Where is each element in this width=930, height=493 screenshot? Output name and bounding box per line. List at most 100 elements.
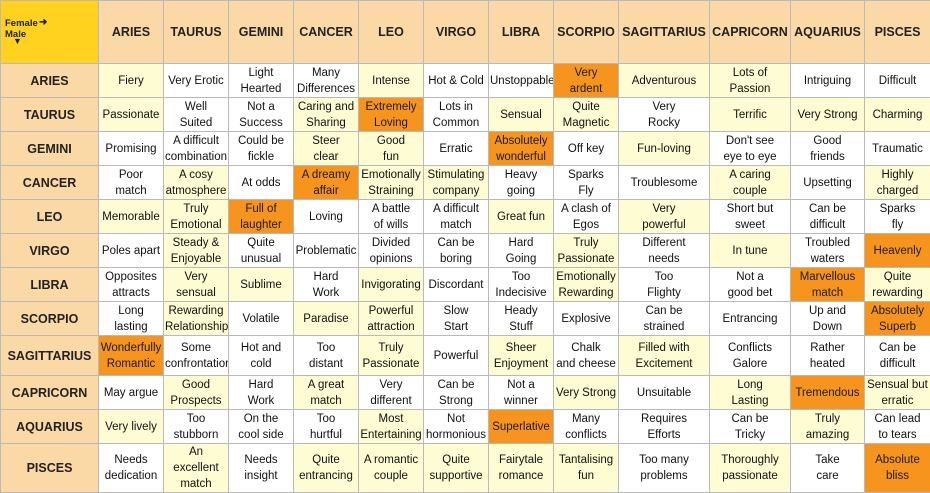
table-cell: Steer clear: [294, 132, 359, 166]
table-cell: Good fun: [359, 132, 424, 166]
table-cell: Charming: [865, 98, 930, 132]
row-header-cancer: CANCER: [1, 166, 99, 200]
table-cell: Absolutely wonderful: [489, 132, 554, 166]
col-header-scorpio: SCORPIO: [554, 1, 619, 64]
col-header-cancer: CANCER: [294, 1, 359, 64]
table-cell: Unstoppable: [489, 64, 554, 98]
col-header-gemini: GEMINI: [229, 1, 294, 64]
table-cell: Volatile: [229, 302, 294, 336]
row-header-aquarius: AQUARIUS: [1, 410, 99, 444]
table-cell: Too Flighty: [619, 268, 710, 302]
table-cell: Can lead to tears: [865, 410, 930, 444]
table-cell: Heavenly: [865, 234, 930, 268]
table-cell: Good Prospects: [164, 376, 229, 410]
table-cell: A dreamy affair: [294, 166, 359, 200]
table-cell: In tune: [710, 234, 791, 268]
table-cell: Too distant: [294, 336, 359, 376]
table-cell: Sensual: [489, 98, 554, 132]
col-header-pisces: PISCES: [865, 1, 930, 64]
table-cell: Quite unusual: [229, 234, 294, 268]
table-cell: Full of laughter: [229, 200, 294, 234]
table-cell: A clash of Egos: [554, 200, 619, 234]
table-cell: A caring couple: [710, 166, 791, 200]
table-cell: Different needs: [619, 234, 710, 268]
table-cell: Can be Strong: [424, 376, 489, 410]
table-cell: Promising: [99, 132, 164, 166]
row-header-capricorn: CAPRICORN: [1, 376, 99, 410]
corner-legend: Female ➜ Male ▼: [1, 1, 99, 64]
table-cell: Can be boring: [424, 234, 489, 268]
table-cell: Most Entertaining: [359, 410, 424, 444]
female-label: Female: [5, 19, 38, 29]
col-header-aquarius: AQUARIUS: [791, 1, 865, 64]
table-cell: Powerful attraction: [359, 302, 424, 336]
table-cell: Not hormonious: [424, 410, 489, 444]
table-cell: Explosive: [554, 302, 619, 336]
table-cell: Very powerful: [619, 200, 710, 234]
arrow-down-icon: ▼: [13, 37, 22, 46]
table-cell: A battle of wills: [359, 200, 424, 234]
table-cell: At odds: [229, 166, 294, 200]
table-cell: Very lively: [99, 410, 164, 444]
table-cell: Hot & Cold: [424, 64, 489, 98]
col-header-virgo: VIRGO: [424, 1, 489, 64]
table-cell: Can be difficult: [791, 200, 865, 234]
table-cell: Slow Start: [424, 302, 489, 336]
table-cell: Powerful: [424, 336, 489, 376]
table-cell: Long lasting: [99, 302, 164, 336]
table-cell: Hot and cold: [229, 336, 294, 376]
row-header-scorpio: SCORPIO: [1, 302, 99, 336]
table-cell: Tremendous: [791, 376, 865, 410]
col-header-sagittarius: SAGITTARIUS: [619, 1, 710, 64]
table-cell: Emotionally Rewarding: [554, 268, 619, 302]
table-cell: Good friends: [791, 132, 865, 166]
table-cell: Fiery: [99, 64, 164, 98]
table-cell: Stimulating company: [424, 166, 489, 200]
table-cell: Can be difficult: [865, 336, 930, 376]
table-cell: Caring and Sharing: [294, 98, 359, 132]
table-cell: Sublime: [229, 268, 294, 302]
table-cell: Unsuitable: [619, 376, 710, 410]
table-cell: Long Lasting: [710, 376, 791, 410]
table-cell: Many Differences: [294, 64, 359, 98]
table-cell: Short but sweet: [710, 200, 791, 234]
table-cell: Well Suited: [164, 98, 229, 132]
table-cell: A cosy atmosphere: [164, 166, 229, 200]
table-cell: Many conflicts: [554, 410, 619, 444]
table-cell: Lots in Common: [424, 98, 489, 132]
table-cell: Off key: [554, 132, 619, 166]
table-cell: Not a Success: [229, 98, 294, 132]
table-cell: Paradise: [294, 302, 359, 336]
table-cell: Rewarding Relationship: [164, 302, 229, 336]
table-cell: Passionate: [99, 98, 164, 132]
table-cell: Truly Passionate: [359, 336, 424, 376]
table-cell: Poor match: [99, 166, 164, 200]
table-cell: Conflicts Galore: [710, 336, 791, 376]
table-cell: Sparks Fly: [554, 166, 619, 200]
table-cell: Very ardent: [554, 64, 619, 98]
col-header-leo: LEO: [359, 1, 424, 64]
table-cell: Light Hearted: [229, 64, 294, 98]
table-cell: A difficult combination: [164, 132, 229, 166]
table-cell: Steady & Enjoyable: [164, 234, 229, 268]
table-cell: Memorable: [99, 200, 164, 234]
table-cell: May argue: [99, 376, 164, 410]
table-cell: Very Strong: [554, 376, 619, 410]
table-cell: Very sensual: [164, 268, 229, 302]
table-cell: Opposites attracts: [99, 268, 164, 302]
table-cell: Sheer Enjoyment: [489, 336, 554, 376]
table-cell: Up and Down: [791, 302, 865, 336]
table-cell: Truly amazing: [791, 410, 865, 444]
table-cell: Too Indecisive: [489, 268, 554, 302]
table-cell: Poles apart: [99, 234, 164, 268]
table-cell: Fun-loving: [619, 132, 710, 166]
table-cell: Erratic: [424, 132, 489, 166]
table-cell: Filled with Excitement: [619, 336, 710, 376]
table-cell: Rather heated: [791, 336, 865, 376]
table-cell: Intriguing: [791, 64, 865, 98]
